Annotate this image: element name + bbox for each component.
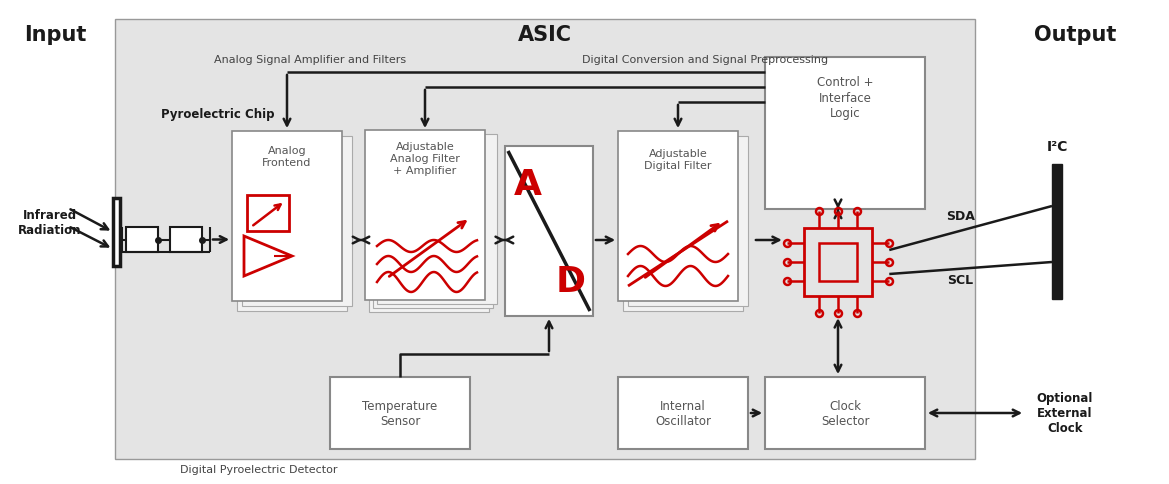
Bar: [765, 58, 925, 210]
Text: Digital Pyroelectric Detector: Digital Pyroelectric Detector: [180, 464, 338, 474]
Bar: [365, 131, 485, 301]
Bar: [376, 135, 497, 304]
Bar: [373, 139, 493, 308]
Text: Adjustable
Analog Filter
+ Amplifier: Adjustable Analog Filter + Amplifier: [390, 142, 459, 175]
Text: Internal
Oscillator: Internal Oscillator: [655, 399, 711, 427]
Text: SDA: SDA: [946, 210, 975, 223]
Bar: [628, 136, 748, 306]
Bar: [113, 198, 120, 267]
Bar: [1052, 165, 1061, 300]
Text: SCL: SCL: [948, 274, 974, 287]
Bar: [247, 196, 289, 231]
Text: D: D: [556, 264, 586, 298]
Text: Input: Input: [23, 25, 87, 45]
Text: Infrared
Radiation: Infrared Radiation: [19, 209, 82, 237]
Bar: [369, 143, 489, 312]
Text: Adjustable
Digital Filter: Adjustable Digital Filter: [644, 149, 712, 170]
Text: ASIC: ASIC: [518, 25, 572, 45]
Bar: [618, 377, 748, 449]
Bar: [623, 142, 743, 311]
Text: Temperature
Sensor: Temperature Sensor: [362, 399, 437, 427]
Bar: [126, 227, 158, 253]
Bar: [231, 132, 343, 302]
Text: Output: Output: [1033, 25, 1116, 45]
Text: Optional
External
Clock: Optional External Clock: [1037, 392, 1093, 435]
Text: Control +
Interface
Logic: Control + Interface Logic: [817, 76, 873, 119]
Bar: [819, 243, 857, 281]
Text: Analog Signal Amplifier and Filters: Analog Signal Amplifier and Filters: [214, 55, 406, 65]
Text: Clock
Selector: Clock Selector: [821, 399, 870, 427]
Bar: [804, 228, 872, 297]
Bar: [618, 132, 738, 302]
Text: Digital Conversion and Signal Preprocessing: Digital Conversion and Signal Preprocess…: [582, 55, 828, 65]
Bar: [330, 377, 470, 449]
Bar: [765, 377, 925, 449]
Bar: [170, 227, 202, 253]
Bar: [115, 20, 975, 459]
Bar: [242, 136, 352, 306]
Text: Analog
Frontend: Analog Frontend: [262, 146, 312, 167]
Text: I²C: I²C: [1046, 140, 1067, 154]
Bar: [237, 142, 347, 311]
Text: Pyroelectric Chip: Pyroelectric Chip: [161, 108, 275, 121]
Bar: [505, 147, 593, 317]
Text: A: A: [514, 167, 542, 201]
